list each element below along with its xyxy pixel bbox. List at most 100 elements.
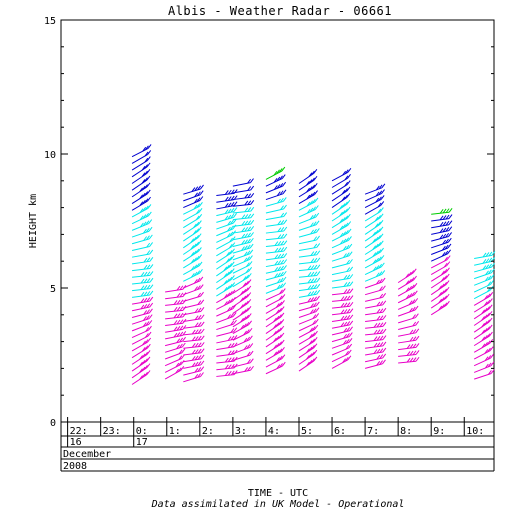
wind-barb-feather [173,320,178,325]
wind-barb-feather [345,252,350,257]
wind-barb-feather [379,360,383,365]
wind-barb-feather [144,333,149,338]
wind-barb-feather [379,219,384,225]
wind-barb-feather [346,327,351,332]
wind-barb-feather [144,191,149,196]
wind-barb-feather [141,185,146,191]
profile-column [397,268,420,364]
wind-barb-feather [196,209,200,215]
wind-barb [131,341,148,352]
wind-barb-feather [180,366,185,371]
wind-barb-feather [144,345,149,351]
wind-barb-feather [308,353,313,358]
wind-barb-feather [308,333,313,339]
wind-barb-feather [408,285,413,291]
wind-barb-feather [272,324,277,329]
wind-barb-feather [283,240,288,245]
wind-barb [431,247,449,255]
wind-barb-feather [242,316,247,321]
wind-barb-feather [140,272,145,277]
wind-barb-feather [230,357,235,362]
wind-barb-feather [339,211,343,217]
wind-barb-feather [247,220,252,225]
wind-barb-feather [197,373,202,378]
wind-barb-feather [196,270,201,275]
wind-barb-feather [485,252,490,257]
wind-barb-feather [145,227,150,233]
wind-barb-feather [382,353,387,359]
wind-barb-feather [310,297,315,302]
wind-barb-feather [309,309,314,314]
wind-barb-feather [342,224,346,229]
wind-barb-feather [198,254,203,259]
wind-barb-feather [309,207,314,213]
wind-barb-feather [448,214,453,219]
wind-barb-feather [409,350,414,356]
day-label: 17 [136,437,148,448]
x-tick-label: 8: [400,426,412,437]
wind-barb-feather [347,349,352,355]
wind-barb-feather [229,305,234,311]
wind-barb-feather [376,308,381,314]
wind-barb-feather [191,362,196,367]
wind-barb-feather [199,284,204,289]
wind-barb-feather [412,343,417,349]
wind-barb-feather [372,259,377,264]
wind-barb-feather [197,307,202,313]
wind-barb-feather [281,300,285,305]
wind-barb-feather [248,261,253,266]
wind-barb-feather [195,215,200,221]
wind-barb-feather [194,315,199,320]
wind-barb-feather [412,321,417,327]
wind-barb-feather [194,192,198,198]
wind-barb-feather [346,281,351,287]
wind-barb-feather [244,239,248,244]
wind-barb-feather [439,234,444,240]
wind-barb-feather [140,298,145,303]
wind-barb-feather [349,266,354,272]
wind-barb-feather [374,230,379,235]
wind-barb-feather [225,278,230,284]
wind-barb-feather [199,196,204,201]
wind-barb-feather [149,302,154,308]
wind-barb-feather [227,220,232,226]
wind-barb-feather [196,191,201,197]
wind-barb-feather [377,249,382,254]
wind-barb-feather [282,181,287,187]
wind-barb-feather [275,322,280,328]
wind-barb-feather [146,356,151,362]
wind-barb-feather [484,363,489,369]
wind-barb-feather [316,295,320,301]
wind-barb-feather [240,310,244,316]
wind-barb-feather [446,261,451,266]
wind-barb-feather [340,296,345,301]
wind-barb-feather [277,247,282,253]
wind-barb-feather [180,360,185,365]
wind-barb-feather [146,370,151,375]
wind-barb-feather [239,290,244,296]
wind-barb [216,338,235,344]
wind-barb-feather [229,225,234,231]
wind-barb-feather [379,226,384,232]
wind-barb-feather [343,253,347,258]
wind-barb-feather [378,190,383,196]
wind-barb-feather [343,309,348,314]
wind-barb-feather [193,198,198,204]
wind-barb-feather [228,283,233,289]
wind-barb-feather [146,242,151,248]
wind-barb-feather [483,321,488,326]
wind-barb-feather [373,336,378,341]
wind-barb-feather [233,335,238,340]
wind-barb-feather [200,321,205,327]
wind-barb-feather [228,250,233,255]
wind-barb-feather [377,208,382,214]
wind-barb-feather [244,233,249,238]
wind-barb-feather [149,296,154,302]
wind-barb-feather [239,297,244,302]
wind-barb-feather [414,313,419,318]
wind-barb-feather [341,210,346,215]
wind-barb-feather [412,336,417,341]
wind-barb-feather [381,189,385,194]
wind-barb-feather [223,266,228,272]
wind-barb-feather [314,330,318,336]
